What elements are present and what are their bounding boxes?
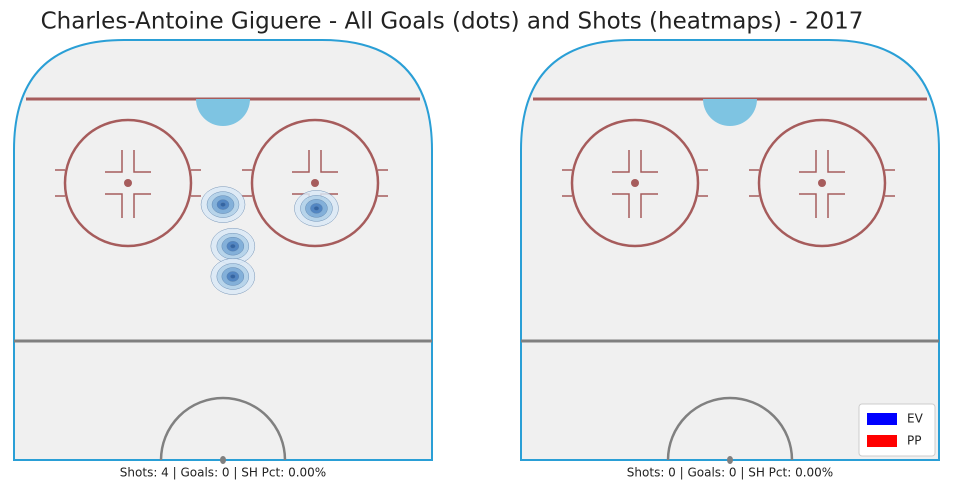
center-dot xyxy=(220,456,226,464)
faceoff-marks xyxy=(612,150,658,218)
faceoff-circle xyxy=(757,118,887,248)
density-ring xyxy=(313,206,320,211)
faceoff-circle xyxy=(63,118,193,248)
faceoff-circle xyxy=(250,118,380,248)
center-dot xyxy=(727,456,733,464)
rink: Shots: 0 | Goals: 0 | SH Pct: 0.00% EV PP xyxy=(520,39,940,480)
legend-swatch xyxy=(867,435,897,447)
shot-density xyxy=(200,186,246,223)
shot-density xyxy=(210,228,256,265)
density-ring xyxy=(220,202,226,207)
goal-crease xyxy=(703,99,757,126)
center-circle xyxy=(159,396,287,461)
faceoff-dot xyxy=(818,179,826,187)
faceoff-dot xyxy=(124,179,132,187)
faceoff-dot xyxy=(311,179,319,187)
panel-caption: Shots: 4 | Goals: 0 | SH Pct: 0.00% xyxy=(120,466,326,480)
center-circle xyxy=(666,396,794,461)
faceoff-marks xyxy=(105,150,151,218)
legend-label: EV xyxy=(907,412,924,426)
legend-swatch xyxy=(867,413,897,425)
faceoff-dot xyxy=(631,179,639,187)
rink: Shots: 4 | Goals: 0 | SH Pct: 0.00% xyxy=(13,39,433,480)
rink-boards xyxy=(520,39,940,461)
legend-box xyxy=(858,403,936,457)
density-ring xyxy=(230,274,236,279)
panel-caption: Shots: 0 | Goals: 0 | SH Pct: 0.00% xyxy=(627,466,833,480)
legend-label: PP xyxy=(907,434,921,448)
shot-density xyxy=(210,258,256,295)
shot-density xyxy=(294,190,339,227)
faceoff-marks xyxy=(292,150,338,218)
faceoff-marks xyxy=(799,150,845,218)
density-ring xyxy=(230,244,236,249)
goal-crease xyxy=(196,99,250,126)
figure-title: Charles-Antoine Giguere - All Goals (dot… xyxy=(41,9,864,35)
faceoff-circle xyxy=(570,118,700,248)
legend: EV PP xyxy=(858,403,936,457)
